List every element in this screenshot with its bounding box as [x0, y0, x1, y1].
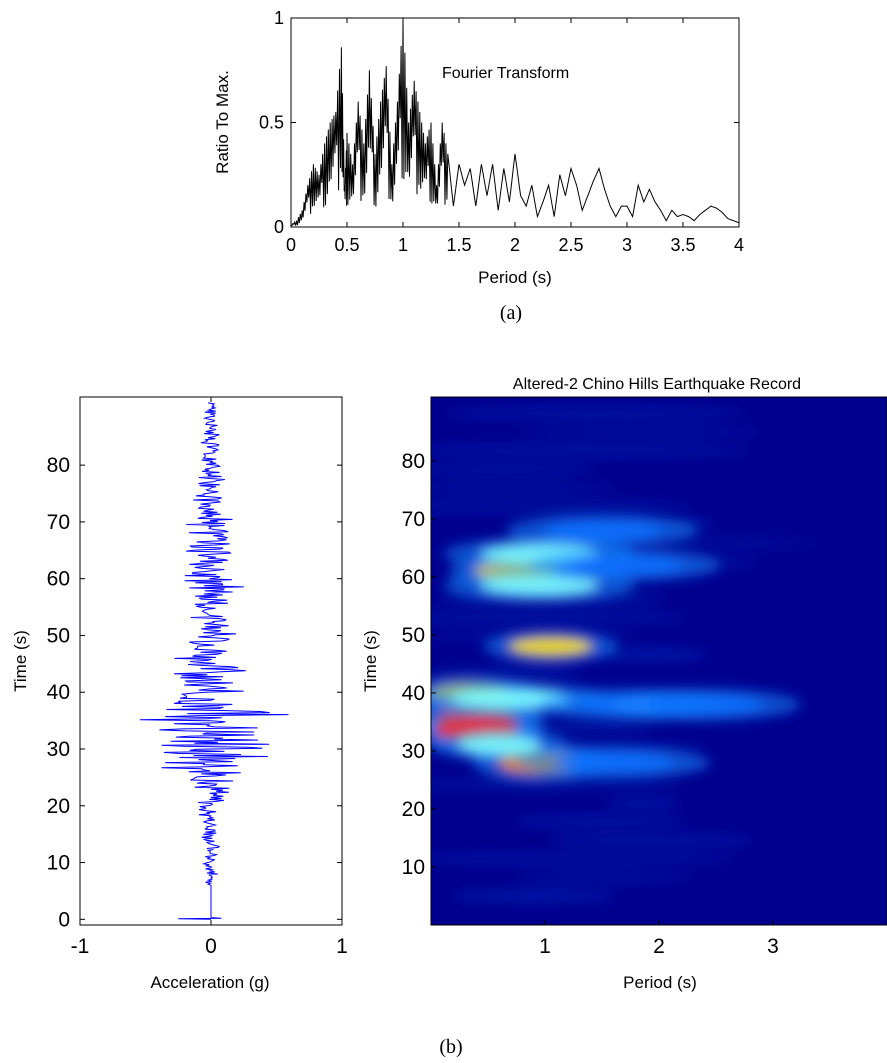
spectrogram-hotspot — [508, 636, 593, 657]
y-tick-label-bl: 0 — [58, 908, 70, 931]
spectrogram-band — [431, 852, 740, 865]
y-tick-label-bl: 40 — [47, 681, 70, 704]
y-tick-label-br: 20 — [402, 798, 425, 821]
x-tick-label-br: 1 — [539, 935, 551, 958]
spectrogram-band — [606, 797, 680, 810]
spectrogram-hotspot — [564, 555, 685, 576]
x-tick-label-a: 2 — [510, 235, 520, 255]
y-tick-label-bl: 50 — [47, 624, 70, 647]
fourier-transform-annotation: Fourier Transform — [442, 65, 569, 82]
x-tick-label-br: 3 — [767, 935, 779, 958]
fourier-transform-chart: 0 0.5 1 1.5 2 2.5 3 3.5 4 0 0.5 1 Fourier Transform… — [213, 8, 744, 324]
caption-b: (b) — [439, 1036, 462, 1058]
y-tick-label-bl: 70 — [47, 511, 70, 534]
spectrogram-band — [515, 871, 694, 884]
y-tick-label-bl: 20 — [47, 795, 70, 818]
x-tick-label-a: 3.5 — [670, 235, 695, 255]
x-tick-label-a: 0 — [286, 235, 296, 255]
panel-b-right-ticks: 1 2 3 10 20 30 40 50 60 70 80 — [402, 450, 779, 958]
x-tick-label-bl: -1 — [71, 935, 90, 958]
panel-b-left-xlabel: Acceleration (g) — [150, 973, 269, 992]
y-tick-label-bl: 80 — [47, 454, 70, 477]
panel-b-left-ylabel: Time (s) — [11, 630, 30, 692]
y-tick-label-br: 60 — [402, 566, 425, 589]
spectrogram-band — [431, 667, 583, 680]
spectrogram-band — [548, 834, 755, 847]
x-tick-label-a: 1.5 — [446, 235, 471, 255]
spectrogram-band — [431, 500, 696, 513]
y-tick-label-a: 1 — [274, 8, 284, 28]
spectrogram-band — [431, 462, 596, 475]
spectrogram-band — [514, 815, 687, 828]
y-tick-label-br: 50 — [402, 624, 425, 647]
spectrogram-band — [452, 889, 616, 902]
spectrogram-band — [431, 611, 687, 624]
spectrogram-title: Altered-2 Chino Hills Earthquake Record — [513, 376, 801, 393]
y-tick-label-a: 0.5 — [259, 113, 284, 133]
x-tick-label-a: 4 — [734, 235, 744, 255]
spectrogram-hotspot — [644, 694, 765, 715]
x-tick-label-br: 2 — [653, 935, 665, 958]
spectrogram-blobs — [431, 407, 820, 902]
spectrogram-band — [431, 778, 683, 791]
wavelet-spectrogram-chart: Altered-2 Chino Hills Earthquake Record … — [361, 376, 887, 992]
x-tick-label-bl: 1 — [336, 935, 348, 958]
x-tick-label-a: 2.5 — [558, 235, 583, 255]
x-tick-label-a: 3 — [622, 235, 632, 255]
y-tick-label-br: 30 — [402, 740, 425, 763]
spectrogram-band — [431, 444, 751, 457]
y-tick-label-br: 10 — [402, 856, 425, 879]
spectrogram-hotspot — [479, 575, 600, 596]
y-tick-label-br: 80 — [402, 450, 425, 473]
spectrogram-hotspot — [457, 735, 542, 756]
spectrogram-band — [516, 425, 764, 438]
spectrogram-heat-layer — [431, 407, 820, 902]
panel-a-ylabel: Ratio To Max. — [213, 70, 232, 174]
panel-a-xlabel: Period (s) — [478, 268, 552, 287]
spectrogram-band — [590, 648, 708, 661]
y-tick-label-br: 70 — [402, 508, 425, 531]
x-tick-label-a: 1 — [398, 235, 408, 255]
spectrogram-hotspot — [553, 752, 674, 773]
acceleration-trace — [139, 402, 289, 920]
spectrogram-band — [444, 407, 746, 420]
panel-b-right-ylabel: Time (s) — [361, 630, 380, 692]
x-tick-label-a: 0.5 — [334, 235, 359, 255]
x-tick-label-bl: 0 — [205, 935, 217, 958]
y-tick-label-bl: 30 — [47, 738, 70, 761]
y-tick-label-a: 0 — [274, 217, 284, 237]
spectrogram-hotspot — [542, 520, 662, 541]
y-tick-label-br: 40 — [402, 682, 425, 705]
caption-a: (a) — [500, 302, 522, 324]
fourier-transform-line — [290, 17, 740, 227]
panel-a-ticks: 0 0.5 1 1.5 2 2.5 3 3.5 4 0 0.5 1 — [259, 8, 744, 255]
y-tick-label-bl: 60 — [47, 568, 70, 591]
spectrogram-band — [431, 481, 620, 494]
panel-b-right-xlabel: Period (s) — [623, 973, 697, 992]
y-tick-label-bl: 10 — [47, 852, 70, 875]
